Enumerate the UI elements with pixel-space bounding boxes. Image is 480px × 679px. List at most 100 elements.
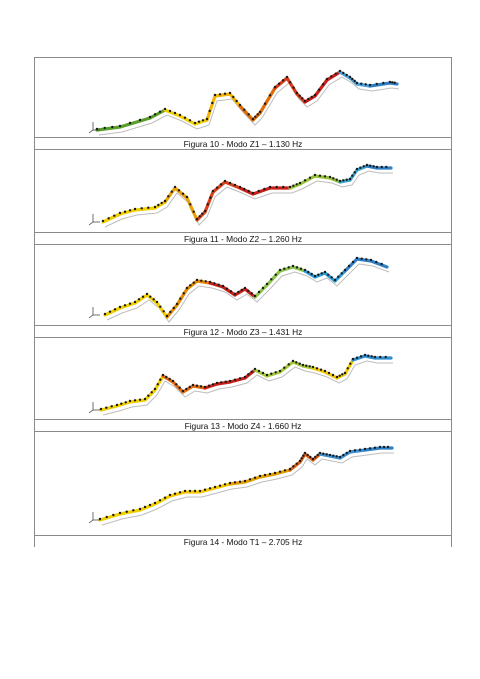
deck-segment xyxy=(203,382,219,390)
deck-segment xyxy=(118,508,142,516)
node-dot xyxy=(325,453,328,456)
node-dot xyxy=(298,94,301,97)
deck-segment xyxy=(193,118,209,126)
node-dot xyxy=(143,397,147,401)
node-dot xyxy=(98,517,102,521)
node-dot xyxy=(195,278,199,282)
axis-triad-icon xyxy=(88,307,100,319)
node-dot xyxy=(251,191,255,195)
figure-10-mode-shape xyxy=(35,58,451,137)
node-dot xyxy=(153,387,157,391)
deck-segment xyxy=(318,452,332,458)
node-dot xyxy=(206,203,209,206)
node-dot xyxy=(237,290,240,294)
node-dot xyxy=(173,185,177,189)
deck-segment xyxy=(168,490,187,498)
node-dot xyxy=(263,473,267,477)
node-dot xyxy=(360,82,363,85)
deck-segment xyxy=(198,486,217,494)
node-dot xyxy=(235,99,238,103)
node-dot xyxy=(385,165,388,169)
node-dot xyxy=(375,165,379,169)
deck-segment xyxy=(115,400,132,408)
deck-segment xyxy=(175,287,189,307)
node-dot xyxy=(345,178,348,181)
node-dot xyxy=(161,373,165,377)
node-dot xyxy=(195,217,199,221)
node-dot xyxy=(113,214,116,217)
deck-segment xyxy=(228,92,242,108)
node-dot xyxy=(123,210,127,213)
node-dot xyxy=(359,355,363,358)
node-dot xyxy=(343,268,347,272)
node-dot xyxy=(233,183,237,187)
node-dot xyxy=(391,81,394,84)
node-dot xyxy=(353,449,357,452)
node-dot xyxy=(316,453,319,457)
node-dot xyxy=(220,381,223,384)
node-dot xyxy=(183,489,187,493)
node-dot xyxy=(338,455,342,459)
deck-segment xyxy=(301,364,315,370)
node-dot xyxy=(380,262,383,266)
deck-segment xyxy=(215,380,232,386)
node-dot xyxy=(213,93,217,97)
deck-segment xyxy=(208,281,225,289)
node-dot xyxy=(188,385,191,389)
node-dot xyxy=(228,481,232,485)
node-dot xyxy=(295,462,298,465)
node-dot xyxy=(342,453,345,457)
node-dot xyxy=(362,165,365,168)
node-dot xyxy=(370,355,373,358)
node-dot xyxy=(368,83,372,87)
node-dot xyxy=(302,454,305,457)
node-dot xyxy=(169,310,172,314)
deck-segment xyxy=(118,208,137,216)
node-dot xyxy=(355,256,359,260)
node-dot xyxy=(382,445,386,449)
node-dot xyxy=(319,368,323,371)
node-dot xyxy=(148,115,152,119)
figure-11-mode-shape xyxy=(35,150,451,232)
deck-segment xyxy=(303,269,317,279)
node-dot xyxy=(128,209,132,212)
node-dot xyxy=(203,385,207,389)
node-dot xyxy=(369,164,372,167)
node-dot xyxy=(158,110,162,113)
node-dot xyxy=(313,274,317,278)
node-dot xyxy=(327,371,331,375)
node-dot xyxy=(254,115,257,118)
node-dot xyxy=(261,371,265,375)
figure-14-caption: Figura 14 - Modo T1 – 2.705 Hz xyxy=(35,535,451,548)
node-dot xyxy=(201,119,205,122)
node-dot xyxy=(156,383,159,386)
node-dot xyxy=(147,206,150,209)
node-dot xyxy=(265,282,269,286)
deck-segment xyxy=(303,452,315,462)
node-dot xyxy=(200,279,203,282)
node-dot xyxy=(348,177,352,181)
node-dot xyxy=(341,373,344,376)
node-dot xyxy=(171,379,175,383)
node-dot xyxy=(189,284,192,287)
node-dot xyxy=(181,389,185,393)
deck-segment xyxy=(278,265,295,273)
deck-segment xyxy=(171,380,185,394)
node-dot xyxy=(363,447,367,451)
node-dot xyxy=(168,109,172,113)
node-dot xyxy=(233,292,237,296)
node-dot xyxy=(189,203,192,206)
deck-segment xyxy=(291,265,307,273)
node-dot xyxy=(353,79,356,83)
node-dot xyxy=(283,469,287,472)
node-dot xyxy=(292,184,295,187)
figure-13-caption: Figura 13 - Modo Z4 - 1.660 Hz xyxy=(35,419,451,432)
node-dot xyxy=(263,187,266,191)
node-dot xyxy=(291,359,295,363)
deck-segment xyxy=(253,368,269,378)
node-dot xyxy=(238,185,242,189)
node-dot xyxy=(333,278,337,282)
node-dot xyxy=(201,212,204,215)
node-dot xyxy=(133,300,137,304)
deck-segment xyxy=(351,354,367,362)
